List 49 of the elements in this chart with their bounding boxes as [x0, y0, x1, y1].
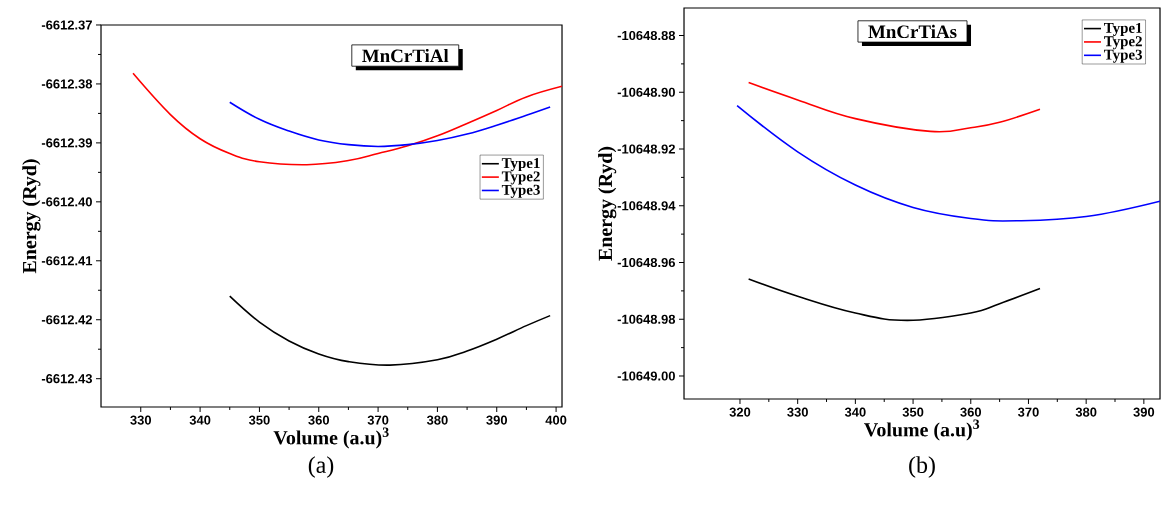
x-tick-label: 330: [130, 415, 152, 425]
x-tick-label: 350: [248, 415, 270, 425]
x-tick-label: 390: [1133, 407, 1155, 417]
x-tick-label: 370: [1017, 407, 1039, 417]
legend-label: Type3: [501, 184, 540, 198]
y-tick-label: -6612.39: [41, 138, 92, 148]
x-tick-label: 320: [729, 407, 751, 417]
line-series: [228, 295, 551, 366]
y-tick-label: -6612.43: [41, 374, 93, 384]
x-tick-label: 340: [844, 407, 866, 417]
x-axis-title: Volume (a.u)$^{3}$: [273, 427, 389, 449]
line-series: [736, 104, 1161, 222]
line-series: [228, 101, 551, 148]
y-tick-label: -6612.41: [41, 256, 93, 266]
legend-label: Type1: [501, 158, 540, 172]
y-tick-label: -6612.37: [41, 20, 92, 30]
x-tick-label: 380: [1075, 407, 1097, 417]
line-series: [747, 81, 1041, 133]
x-tick-label: 400: [545, 415, 567, 425]
legend-label: Type3: [1104, 49, 1143, 63]
x-tick-label: 340: [189, 415, 211, 425]
y-axis-title: Energy (Ryd): [22, 159, 41, 274]
y-tick-label: -10648.94: [617, 201, 676, 211]
y-tick-label: -10648.92: [617, 144, 675, 154]
x-axis-title: Volume (a.u)$^{3}$: [864, 419, 980, 441]
y-tick-label: -10648.90: [617, 87, 675, 97]
text: (b): [909, 456, 935, 478]
x-tick-label: 330: [787, 407, 808, 417]
text: MnCrTiAl: [362, 48, 449, 63]
legend-label: Type2: [501, 171, 540, 185]
y-tick-label: -10649.00: [617, 371, 675, 381]
text: MnCrTiAs: [868, 24, 957, 39]
x-tick-label: 380: [426, 415, 448, 425]
line-series: [747, 278, 1041, 322]
x-tick-label: 370: [367, 415, 389, 425]
y-axis-title: Energy (Ryd): [598, 146, 617, 261]
x-tick-label: 360: [960, 407, 982, 417]
y-tick-label: -10648.98: [617, 314, 676, 324]
y-tick-label: -10648.88: [617, 30, 676, 41]
x-tick-label: 360: [308, 415, 330, 425]
x-tick-label: 390: [486, 415, 508, 425]
y-tick-label: -10648.96: [617, 257, 676, 268]
legend-label: Type2: [1104, 36, 1142, 50]
y-tick-label: -6612.38: [41, 79, 93, 89]
y-tick-label: -6612.42: [41, 315, 92, 325]
x-tick-label: 350: [902, 407, 924, 417]
legend-label: Type1: [1104, 22, 1142, 36]
text: (a): [308, 456, 334, 478]
y-tick-label: -6612.40: [41, 197, 92, 207]
